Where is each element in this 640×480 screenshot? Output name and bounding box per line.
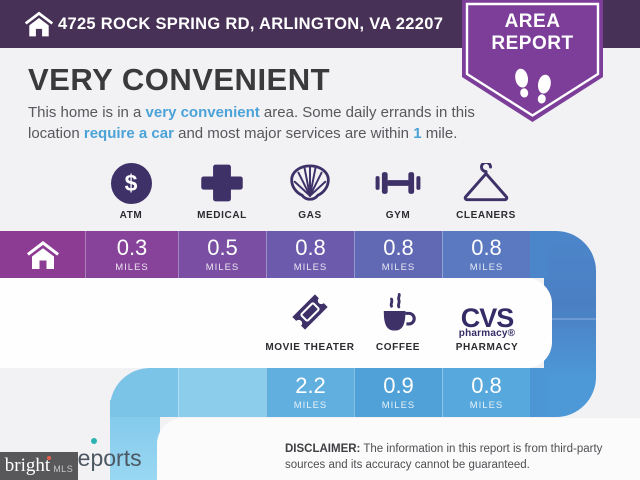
service-label: MEDICAL [197, 210, 247, 221]
service-label: ATM [119, 210, 143, 221]
service-label: GYM [385, 210, 411, 221]
medical-cross-icon [201, 164, 243, 202]
bar2-segment-movie-theater: 2.2 MILES [266, 368, 354, 417]
bar2-segment-coffee: 0.9 MILES [354, 368, 442, 417]
cvs-logo-text: CVS [460, 303, 515, 334]
orange-dot-decoration [47, 456, 52, 460]
bar2-filler [530, 368, 548, 417]
distance-unit: MILES [205, 261, 240, 273]
badge-line1: AREA [505, 11, 561, 32]
house-icon [26, 240, 59, 269]
cvs-logo-subtext: pharmacy® [458, 328, 516, 339]
bar-right-connector [544, 231, 596, 417]
cvs-logo: CVS pharmacy® [458, 303, 516, 339]
desc-text: mile. [421, 124, 458, 142]
distance-value: 0.9 [383, 372, 414, 398]
service-gas: GAS [255, 160, 365, 221]
desc-text: and most major services are within [173, 124, 414, 142]
disclaimer-panel [157, 418, 640, 480]
teal-dot-decoration [91, 438, 97, 444]
desc-highlight-require-a-car: require a car [83, 124, 174, 142]
distance-bar-2: 2.2 MILES 0.9 MILES 0.8 MILES [178, 368, 548, 417]
reports-wordmark: reports [70, 445, 142, 471]
service-pharmacy: CVS pharmacy® PHARMACY [432, 282, 542, 353]
desc-text: area. Some daily errands in this locatio… [28, 104, 475, 142]
disclaimer-label: DISCLAIMER: [285, 443, 361, 455]
desc-text: This home is in a [28, 104, 146, 121]
dollar-circle-icon: $ [110, 162, 152, 204]
distance-unit: MILES [381, 399, 416, 411]
desc-highlight-1: 1 [413, 124, 422, 142]
description-paragraph: This home is in a very convenient area. … [28, 103, 510, 144]
distance-value: 0.8 [471, 372, 502, 398]
service-cleaners: CLEANERS [431, 160, 541, 221]
footprints-icon [515, 68, 551, 104]
service-atm: $ ATM [76, 160, 186, 221]
dollar-sign: $ [124, 169, 138, 196]
service-coffee: COFFEE [343, 282, 453, 353]
badge-line2: REPORT [491, 33, 573, 54]
house-icon [24, 11, 54, 37]
bar1-segment-cleaners: 0.8 MILES [442, 231, 530, 278]
service-movie-theater: MOVIE THEATER [255, 282, 365, 353]
distance-value: 0.8 [471, 234, 502, 260]
bar2-empty-segment [178, 368, 266, 417]
service-label: GAS [298, 210, 322, 221]
bar1-segment-medical: 0.5 MILES [178, 231, 266, 278]
bar1-segment-gas: 0.8 MILES [266, 231, 354, 278]
dumbbell-icon [375, 172, 421, 194]
distance-unit: MILES [293, 261, 328, 273]
distance-unit: MILES [469, 261, 504, 273]
distance-value: 0.3 [116, 234, 148, 260]
distance-unit: MILES [381, 261, 416, 273]
distance-bar-1: 0.3 MILES 0.5 MILES 0.8 MILES 0.8 MILES 0.8 M… [0, 231, 548, 278]
distance-unit: MILES [293, 399, 328, 411]
distance-value: 0.5 [207, 234, 238, 260]
desc-highlight-very-convenient: very convenient [145, 104, 260, 121]
hanger-icon [463, 163, 509, 202]
mls-logo-text: MLS [53, 464, 74, 474]
bright-mls-logo: bright MLS [0, 452, 78, 480]
property-address: 4725 ROCK SPRING RD, ARLINGTON, VA 22207 [58, 15, 444, 33]
service-label: COFFEE [375, 342, 421, 353]
disclaimer: DISCLAIMER: The information in this repo… [285, 442, 635, 473]
bar2-segment-pharmacy: 0.8 MILES [442, 368, 530, 417]
ticket-icon [292, 294, 328, 330]
area-report-badge: AREA REPORT [462, 0, 603, 122]
distance-value: 0.8 [383, 234, 414, 260]
bar2-left-corner [110, 368, 178, 417]
page-title: VERY CONVENIENT [28, 62, 331, 97]
bright-logo-text: bright [4, 455, 52, 476]
distance-value: 0.8 [295, 234, 326, 260]
bar1-home-segment [0, 231, 85, 278]
row2-panel [0, 278, 552, 368]
service-medical: MEDICAL [167, 160, 277, 221]
coffee-cup-icon [383, 293, 416, 331]
shell-icon [290, 164, 330, 201]
service-label: MOVIE THEATER [265, 342, 355, 353]
distance-unit: MILES [469, 399, 504, 411]
bar1-filler [530, 231, 548, 278]
bar1-segment-atm: 0.3 MILES [85, 231, 178, 278]
service-label: CLEANERS [456, 210, 516, 221]
service-label: PHARMACY [455, 342, 519, 353]
service-gym: GYM [343, 160, 453, 221]
bar1-segment-gym: 0.8 MILES [354, 231, 442, 278]
distance-value: 2.2 [295, 372, 326, 398]
distance-unit: MILES [115, 261, 149, 273]
disclaimer-text: The information in this report is from t… [285, 443, 603, 471]
